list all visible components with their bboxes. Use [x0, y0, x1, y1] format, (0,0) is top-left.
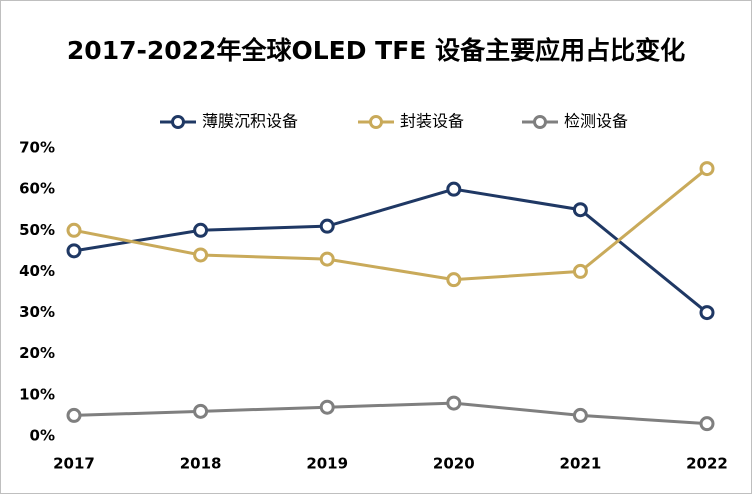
data-point — [319, 218, 335, 234]
y-tick-label: 20% — [19, 344, 55, 362]
data-point — [572, 263, 588, 279]
legend-marker — [369, 115, 383, 129]
x-tick-label: 2021 — [560, 455, 602, 473]
data-point — [699, 416, 715, 432]
y-tick-label: 0% — [30, 427, 55, 445]
x-tick-label: 2022 — [686, 455, 728, 473]
y-tick-label: 30% — [19, 303, 55, 321]
data-point — [699, 161, 715, 177]
data-point — [446, 272, 462, 288]
data-point — [193, 222, 209, 238]
data-point — [193, 247, 209, 263]
y-tick-label: 40% — [19, 262, 55, 280]
data-point — [319, 399, 335, 415]
data-point — [572, 202, 588, 218]
data-point — [699, 305, 715, 321]
data-point — [66, 222, 82, 238]
legend-label: 封装设备 — [400, 112, 464, 131]
series-line — [73, 187, 708, 314]
legend-marker — [533, 115, 547, 129]
chart-title: 2017-2022年全球OLED TFE 设备主要应用占比变化 — [67, 36, 685, 65]
legend-label: 检测设备 — [564, 112, 628, 131]
x-tick-label: 2019 — [306, 455, 348, 473]
series-line — [73, 401, 708, 426]
legend-label: 薄膜沉积设备 — [202, 112, 298, 131]
y-tick-label: 10% — [19, 385, 55, 403]
x-tick-label: 2017 — [53, 455, 95, 473]
y-tick-label: 50% — [19, 221, 55, 239]
legend-marker — [171, 115, 185, 129]
x-tick-label: 2018 — [180, 455, 222, 473]
data-point — [66, 243, 82, 259]
data-point — [572, 407, 588, 423]
data-point — [446, 395, 462, 411]
data-point — [66, 407, 82, 423]
x-tick-label: 2020 — [433, 455, 475, 473]
data-point — [193, 403, 209, 419]
series-line — [73, 167, 708, 282]
data-point — [446, 181, 462, 197]
y-tick-label: 70% — [19, 139, 55, 157]
data-point — [319, 251, 335, 267]
y-tick-label: 60% — [19, 180, 55, 198]
